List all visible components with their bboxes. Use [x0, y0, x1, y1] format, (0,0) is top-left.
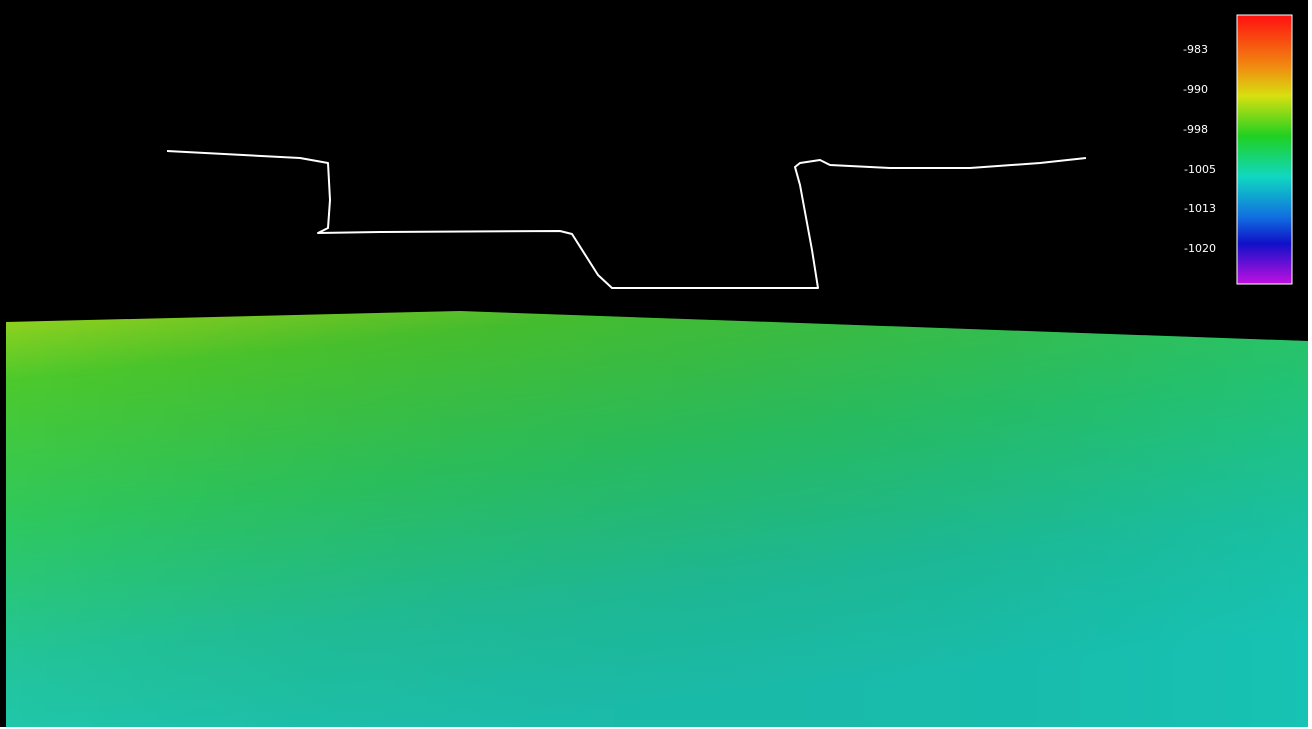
terrain-shade	[6, 311, 1308, 727]
color-bar	[1236, 14, 1293, 285]
colorbar-label: -1020	[1184, 242, 1216, 255]
track-line	[166, 150, 1087, 289]
colorbar-label: -983	[1183, 43, 1208, 56]
colorbar-label: -1013	[1184, 202, 1216, 215]
colorbar-label: -1005	[1184, 163, 1216, 176]
colorbar-label: -990	[1183, 83, 1208, 96]
colorbar-label: -998	[1183, 123, 1208, 136]
